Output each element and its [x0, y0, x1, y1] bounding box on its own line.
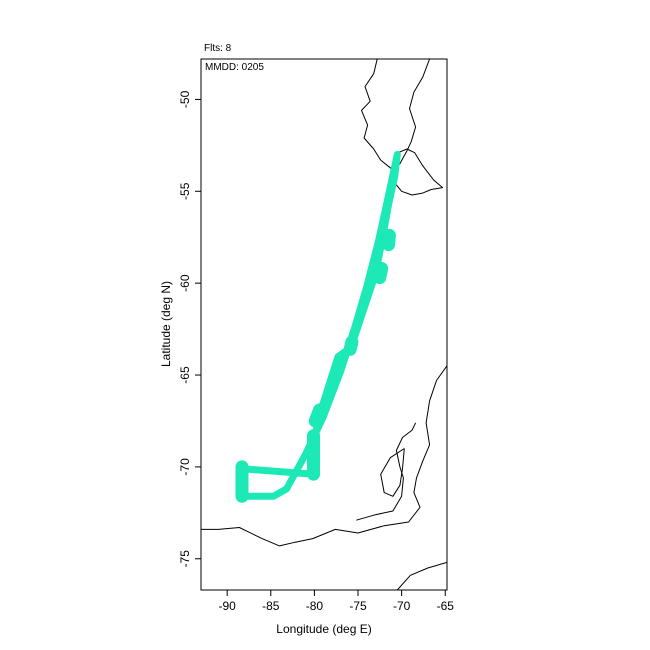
coastline-ice-shelf-edge: [356, 422, 417, 521]
coastline-layer: [201, 59, 469, 590]
coastline-south-shetlands: [449, 320, 469, 355]
flight-track-dwell-6: [382, 228, 396, 252]
coastline-alexander-island: [380, 448, 405, 497]
y-tick-label: -50: [178, 90, 192, 108]
flight-track-layer: [235, 151, 401, 503]
x-axis: -90 -85 -80 -75 -70 -65: [218, 590, 454, 613]
y-tick-label: -60: [178, 274, 192, 292]
y-axis: -50 -55 -60 -65 -70 -75: [178, 90, 201, 567]
flights-count-annotation: Flts: 8: [204, 43, 232, 54]
coastline-south-america: [361, 59, 431, 170]
flight-track-dwell-5: [373, 262, 389, 285]
plot-frame: [200, 58, 448, 591]
x-tick-label: -80: [306, 599, 324, 613]
coastline-weddell-coast: [396, 561, 447, 590]
y-tick-label: -70: [178, 458, 192, 476]
map-plot-area: [201, 59, 469, 590]
x-tick-label: -90: [218, 599, 236, 613]
y-tick-label: -55: [178, 182, 192, 200]
y-tick-label: -65: [178, 366, 192, 384]
y-axis-title: Latitude (deg N): [159, 281, 173, 367]
x-tick-label: -75: [349, 599, 367, 613]
coastline-antarctic-peninsula: [201, 365, 447, 547]
date-annotation: MMDD: 0205: [205, 62, 264, 73]
x-tick-label: -65: [437, 599, 455, 613]
coastline-tierra-del-fuego: [390, 148, 444, 196]
x-tick-label: -85: [262, 599, 280, 613]
flight-track-dwell-3: [308, 403, 327, 428]
flight-track-dwell-4: [343, 335, 359, 356]
x-axis-title: Longitude (deg E): [276, 622, 371, 636]
y-tick-label: -75: [178, 550, 192, 568]
x-tick-label: -70: [393, 599, 411, 613]
